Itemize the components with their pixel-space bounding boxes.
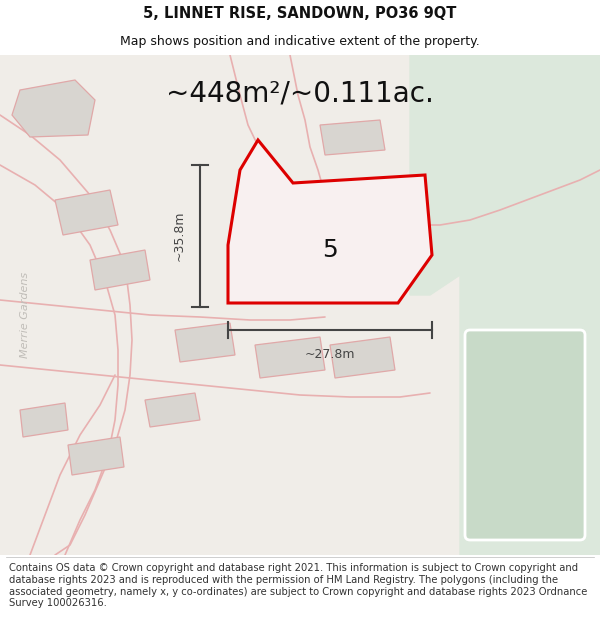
Polygon shape (68, 437, 124, 475)
FancyBboxPatch shape (465, 330, 585, 540)
Polygon shape (90, 250, 150, 290)
Polygon shape (12, 80, 95, 137)
Text: Map shows position and indicative extent of the property.: Map shows position and indicative extent… (120, 35, 480, 48)
Polygon shape (410, 55, 600, 295)
Polygon shape (330, 337, 395, 378)
Text: Contains OS data © Crown copyright and database right 2021. This information is : Contains OS data © Crown copyright and d… (9, 563, 587, 608)
Polygon shape (175, 323, 235, 362)
Polygon shape (20, 403, 68, 437)
Polygon shape (460, 245, 600, 555)
Text: Merrie Gardens: Merrie Gardens (20, 272, 30, 358)
Polygon shape (255, 337, 325, 378)
Text: 5: 5 (322, 238, 338, 262)
Polygon shape (145, 393, 200, 427)
Text: ~35.8m: ~35.8m (173, 211, 186, 261)
Text: 5, LINNET RISE, SANDOWN, PO36 9QT: 5, LINNET RISE, SANDOWN, PO36 9QT (143, 6, 457, 21)
Polygon shape (228, 140, 432, 303)
Polygon shape (55, 190, 118, 235)
Text: ~448m²/~0.111ac.: ~448m²/~0.111ac. (166, 79, 434, 107)
Polygon shape (355, 180, 418, 220)
Polygon shape (320, 120, 385, 155)
Text: ~27.8m: ~27.8m (305, 348, 355, 361)
Polygon shape (265, 195, 405, 280)
